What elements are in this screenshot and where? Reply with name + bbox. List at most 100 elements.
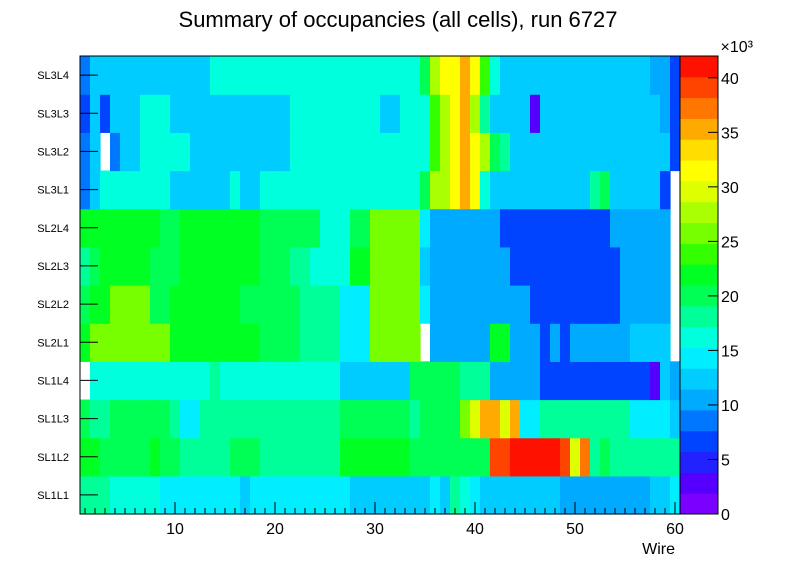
heatmap-cell	[460, 132, 471, 172]
heatmap-cell	[620, 170, 631, 210]
heatmap-cell	[110, 399, 121, 439]
heatmap-cell	[410, 285, 421, 324]
heatmap-cell	[340, 208, 351, 248]
x-tick-label: 20	[266, 521, 284, 538]
heatmap-cell	[170, 285, 181, 324]
heatmap-cell	[190, 94, 201, 133]
heatmap-cell	[640, 208, 651, 248]
heatmap-cell	[590, 132, 601, 172]
heatmap-cell	[650, 132, 661, 172]
heatmap-cell	[140, 170, 151, 210]
heatmap-cell	[400, 246, 411, 286]
heatmap-cell	[550, 399, 561, 439]
heatmap-cell	[440, 246, 451, 286]
heatmap-cell	[520, 56, 531, 95]
heatmap-cell	[310, 56, 321, 95]
heatmap-cell	[170, 437, 181, 477]
heatmap-cell	[570, 437, 581, 477]
heatmap-cell	[200, 94, 211, 133]
heatmap-cell	[120, 323, 131, 362]
heatmap-cell	[650, 94, 661, 133]
heatmap-cell	[260, 475, 271, 515]
heatmap-cell	[530, 323, 541, 362]
heatmap-cell	[580, 170, 591, 210]
heatmap-cell	[470, 208, 481, 248]
heatmap-cell	[150, 208, 161, 248]
z-axis: 0 5 10 15 20 25 30 35 40	[708, 71, 739, 524]
heatmap-cell	[510, 208, 521, 248]
heatmap-cell	[220, 94, 231, 133]
y-tick-label: SL3L4	[37, 70, 69, 82]
y-tick-label: SL3L2	[37, 146, 69, 158]
heatmap-cell	[330, 170, 341, 210]
heatmap-cell	[550, 475, 561, 515]
heatmap-cell	[390, 170, 401, 210]
heatmap-cell	[580, 475, 591, 515]
heatmap-cell	[590, 170, 601, 210]
heatmap-cell	[150, 94, 161, 133]
heatmap-cell	[500, 361, 511, 401]
palette-swatch	[680, 430, 718, 453]
heatmap-cell	[340, 132, 351, 172]
heatmap-cell	[510, 285, 521, 324]
heatmap-cell	[370, 170, 381, 210]
heatmap-cell	[100, 437, 111, 477]
x-tick-label: 10	[166, 521, 184, 538]
heatmap-cell	[610, 208, 621, 248]
heatmap-cell	[200, 399, 211, 439]
heatmap-cell	[480, 437, 491, 477]
heatmap-cell	[250, 361, 261, 401]
heatmap-cell	[660, 94, 671, 133]
heatmap-cell	[250, 437, 261, 477]
heatmap-cell	[560, 361, 571, 401]
heatmap-cell	[580, 246, 591, 286]
palette-swatch	[680, 326, 718, 348]
heatmap-cell	[560, 94, 571, 133]
heatmap-cell	[300, 323, 311, 362]
heatmap-cell	[190, 132, 201, 172]
heatmap-cell	[400, 361, 411, 401]
heatmap-cell	[240, 437, 251, 477]
z-tick-label: 35	[721, 125, 739, 142]
heatmap-cell	[360, 437, 371, 477]
heatmap-cell	[320, 170, 331, 210]
heatmap-cell	[390, 437, 401, 477]
heatmap-cell	[140, 399, 151, 439]
heatmap-cell	[380, 399, 391, 439]
heatmap-cell	[390, 208, 401, 248]
heatmap-cell	[430, 437, 441, 477]
heatmap-cell	[170, 246, 181, 286]
heatmap-cell	[450, 170, 461, 210]
heatmap-cell	[530, 437, 541, 477]
heatmap-cell	[600, 208, 611, 248]
heatmap-cell	[660, 246, 671, 286]
heatmap-cell	[260, 132, 271, 172]
heatmap-cell	[280, 285, 291, 324]
heatmap-cell	[220, 56, 231, 95]
heatmap-cell	[230, 170, 241, 210]
heatmap-cell	[390, 246, 401, 286]
heatmap-cell	[410, 132, 421, 172]
heatmap-cell	[480, 94, 491, 133]
heatmap-cell	[510, 361, 521, 401]
heatmap-cell	[660, 361, 671, 401]
heatmap-cell	[250, 285, 261, 324]
y-tick-label: SL3L1	[37, 185, 69, 197]
heatmap-cell	[360, 399, 371, 439]
heatmap-cell	[480, 208, 491, 248]
heatmap-cell	[470, 94, 481, 133]
heatmap-cell	[140, 94, 151, 133]
heatmap-cell	[590, 361, 601, 401]
heatmap-cell	[470, 246, 481, 286]
heatmap-cell	[120, 56, 131, 95]
heatmap-cell	[510, 323, 521, 362]
heatmap-cell	[170, 94, 181, 133]
heatmap-cell	[400, 170, 411, 210]
heatmap-cell	[310, 323, 321, 362]
heatmap-cell	[210, 132, 221, 172]
heatmap-cell	[580, 285, 591, 324]
palette-swatch	[680, 285, 718, 307]
heatmap-cell	[220, 323, 231, 362]
heatmap-cell	[460, 170, 471, 210]
heatmap-cell	[640, 361, 651, 401]
